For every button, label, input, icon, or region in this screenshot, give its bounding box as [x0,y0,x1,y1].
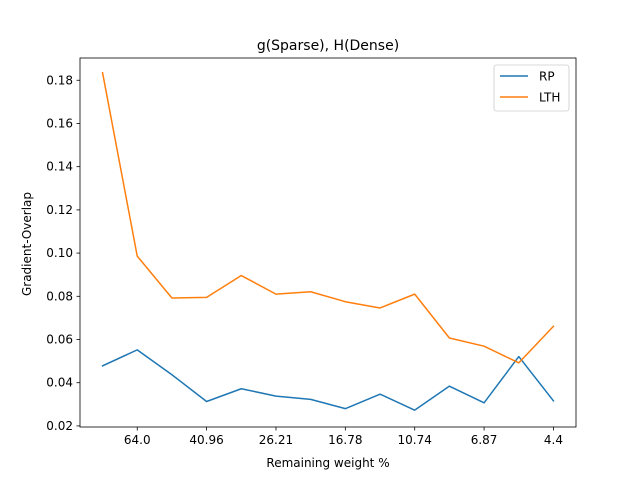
series-line-lth [101,71,555,364]
y-tick-label: 0.16 [46,116,73,130]
x-tick-label: 6.87 [471,433,498,447]
x-tick-label: 40.96 [189,433,223,447]
x-tick-label: 26.21 [259,433,293,447]
y-tick-label: 0.12 [46,203,73,217]
series-rp [101,349,555,411]
x-axis-label: Remaining weight % [266,456,389,470]
x-tick-label: 4.4 [544,433,563,447]
y-tick-label: 0.02 [46,419,73,433]
y-tick-label: 0.04 [46,376,73,390]
legend: RP LTH [493,64,570,112]
plot-area: 0.02 0.04 0.06 0.08 0.10 0.12 0.14 0.16 0.18 64.0… [46,57,577,447]
x-tick-label: 16.78 [328,433,362,447]
x-tick-label: 64.0 [124,433,151,447]
y-tick-label: 0.06 [46,333,73,347]
y-tick-label: 0.10 [46,246,73,260]
y-axis-label: Gradient-Overlap [20,192,34,296]
y-tick-label: 0.08 [46,289,73,303]
series-lth [101,71,555,364]
y-tick-label: 0.14 [46,160,73,174]
chart-title: g(Sparse), H(Dense) [257,38,399,54]
x-tick-label: 10.74 [398,433,432,447]
y-tick-label: 0.18 [46,73,73,87]
legend-label-lth: LTH [539,91,560,105]
legend-label-rp: RP [539,70,555,84]
axes-frame [79,57,577,428]
series-line-rp [101,349,555,411]
